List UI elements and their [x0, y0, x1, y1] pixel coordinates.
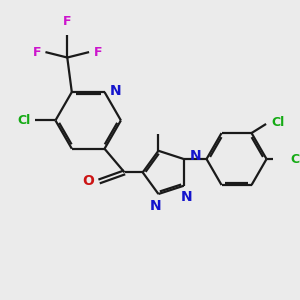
- Text: N: N: [189, 149, 201, 163]
- Text: O: O: [82, 175, 94, 188]
- Text: F: F: [63, 15, 71, 28]
- Text: N: N: [110, 84, 122, 98]
- Text: Cl: Cl: [290, 152, 300, 166]
- Text: F: F: [32, 46, 41, 59]
- Text: N: N: [181, 190, 192, 204]
- Text: Cl: Cl: [272, 116, 285, 129]
- Text: Cl: Cl: [18, 114, 31, 127]
- Text: N: N: [150, 199, 161, 212]
- Text: F: F: [94, 46, 102, 59]
